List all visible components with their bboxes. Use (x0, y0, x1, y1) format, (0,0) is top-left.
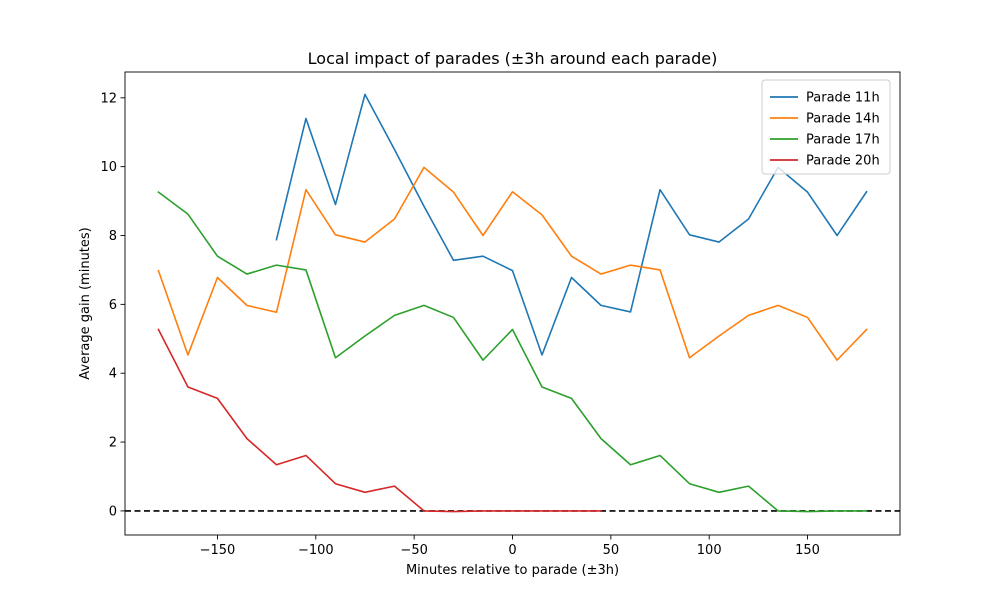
chart-title: Local impact of parades (±3h around each… (308, 49, 718, 68)
legend: Parade 11h Parade 14h Parade 17h Parade 20h (761, 79, 891, 175)
legend-label-2: Parade 14h (806, 112, 880, 127)
x-tick-label: −150 (200, 543, 236, 558)
y-tick-label: 2 (109, 436, 117, 451)
legend-label-1: Parade 11h (806, 91, 880, 106)
y-axis-label: Average gain (minutes) (78, 227, 93, 379)
y-tick-label: 0 (109, 504, 117, 519)
series-line-4 (157, 328, 602, 513)
plot-area: −150 −100 −50 0 50 100 150 0 2 4 6 8 10 12 (100, 71, 901, 558)
x-tick-label: 0 (508, 543, 516, 558)
y-tick-label: 6 (109, 298, 117, 313)
x-tick-label: −50 (400, 543, 427, 558)
x-axis-label: Minutes relative to parade (±3h) (406, 563, 619, 578)
series-line-3 (157, 191, 868, 513)
y-tick-label: 8 (109, 229, 117, 244)
y-tick-label: 10 (100, 160, 117, 175)
x-tick-label: 150 (795, 543, 820, 558)
series-line-2 (157, 166, 868, 361)
x-tick-label: 50 (603, 543, 620, 558)
y-tick-label: 12 (100, 91, 117, 106)
x-tick-label: −100 (298, 543, 334, 558)
legend-label-3: Parade 17h (806, 133, 880, 148)
y-tick-label: 4 (109, 367, 117, 382)
series-line-1 (275, 93, 868, 356)
legend-label-4: Parade 20h (806, 154, 880, 169)
x-tick-label: 100 (697, 543, 722, 558)
legend-box (761, 79, 891, 175)
